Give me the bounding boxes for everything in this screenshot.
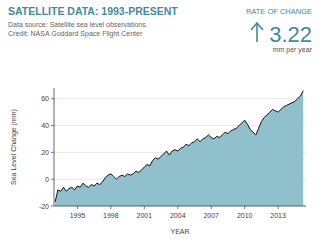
plot-data: [55, 91, 303, 206]
y-axis-label: Sea Level Change (mm): [10, 109, 18, 185]
x-tick-label: 1995: [70, 212, 86, 219]
y-tick: [51, 206, 54, 207]
grid-line: [54, 206, 306, 207]
title: SATELLITE DATA: 1993-PRESENT: [8, 5, 178, 17]
up-arrow: [251, 23, 263, 42]
arrow-shaft: [256, 24, 258, 42]
x-tick-label: 1998: [103, 212, 119, 219]
y-tick: [51, 152, 54, 153]
y-tick: [51, 179, 54, 180]
y-tick-label: -20: [39, 203, 49, 210]
x-tick: [244, 206, 245, 209]
arrow-head: [251, 23, 263, 30]
y-tick-label: 20: [41, 149, 49, 156]
x-tick: [77, 206, 78, 209]
chart: SATELLITE DATA: 1993-PRESENT Data source:…: [0, 0, 320, 240]
x-axis: [54, 206, 306, 207]
y-axis: [54, 88, 55, 206]
area: [55, 91, 303, 206]
x-tick-label: 2001: [137, 212, 153, 219]
rate-unit: mm per year: [273, 46, 313, 54]
subtitle: Credit: NASA Goddard Space Flight Center: [8, 30, 143, 38]
grid-line: [54, 98, 306, 99]
line: [55, 91, 303, 202]
x-tick: [177, 206, 178, 209]
x-tick-label: 2013: [270, 212, 286, 219]
y-tick: [51, 125, 54, 126]
x-axis-label: YEAR: [170, 228, 189, 235]
x-tick: [278, 206, 279, 209]
x-tick: [144, 206, 145, 209]
x-tick-label: 2007: [203, 212, 219, 219]
y-tick-label: 0: [45, 176, 49, 183]
y-tick: [51, 98, 54, 99]
subtitle: Data source: Satellite sea level observa…: [8, 21, 148, 28]
rate-value: 3.22: [269, 22, 312, 47]
x-tick-label: 2004: [170, 212, 186, 219]
y-tick-label: 60: [41, 95, 49, 102]
x-tick: [110, 206, 111, 209]
rate-label: RATE OF CHANGE: [246, 7, 312, 16]
x-tick-label: 2010: [237, 212, 253, 219]
y-tick-label: 40: [41, 122, 49, 129]
x-tick: [211, 206, 212, 209]
